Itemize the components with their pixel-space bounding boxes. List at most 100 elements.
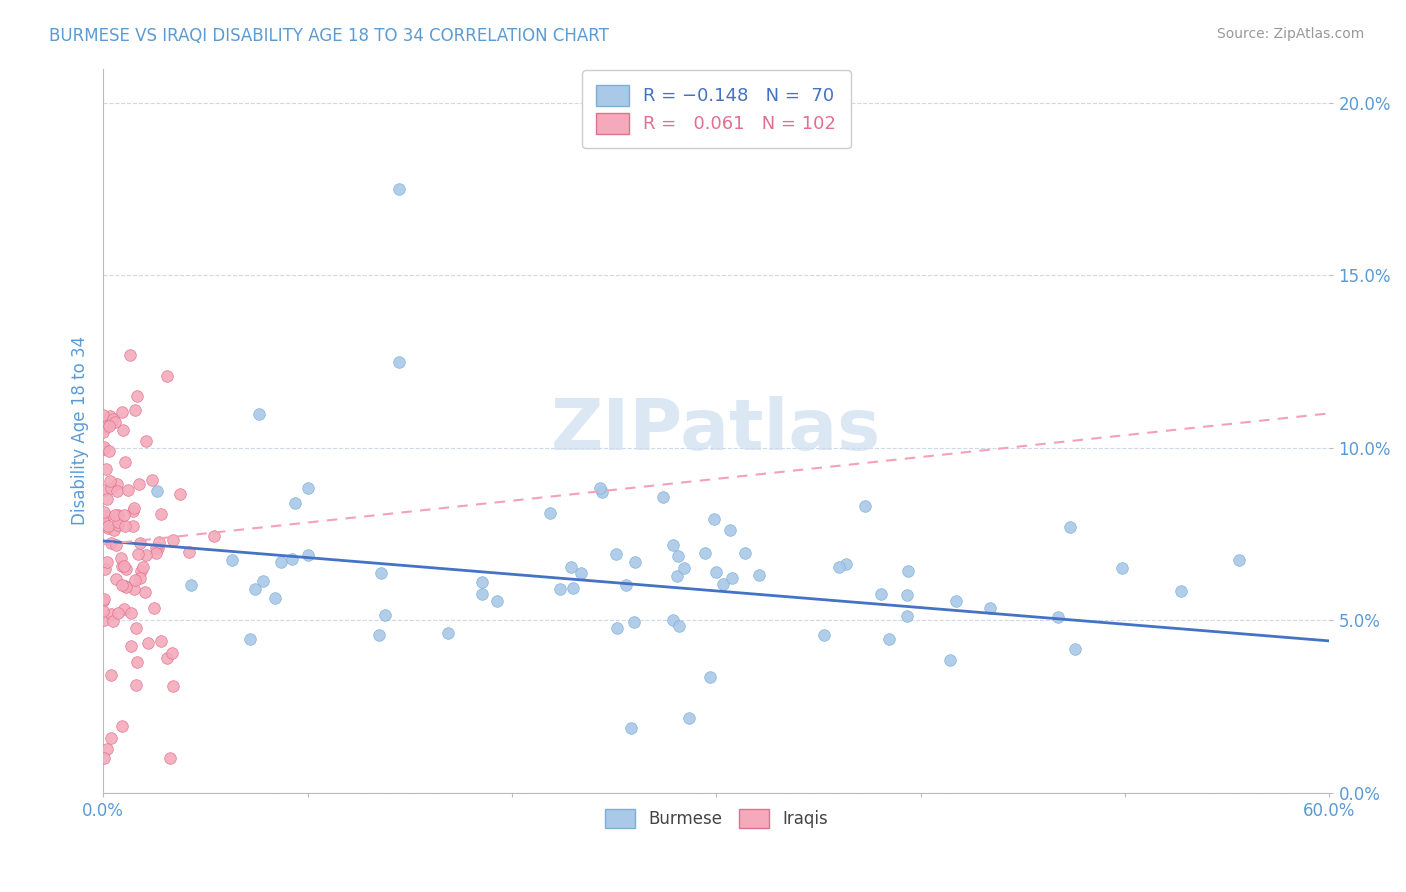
Point: [896, 609, 918, 624]
Point: [111, 719, 134, 733]
Point: [149, 507, 172, 521]
Point: [93, 440, 115, 454]
Point: [652, 490, 675, 504]
Point: [117, 483, 139, 498]
Point: [538, 506, 561, 520]
Point: [877, 632, 900, 647]
Point: [1046, 610, 1069, 624]
Point: [111, 423, 134, 437]
Point: [107, 518, 129, 533]
Point: [623, 615, 645, 630]
Point: [107, 508, 129, 523]
Point: [91, 604, 114, 618]
Point: [370, 566, 392, 581]
Point: [105, 572, 128, 586]
Point: [666, 549, 689, 563]
Point: [146, 484, 169, 499]
Point: [297, 481, 319, 495]
Point: [834, 557, 856, 571]
Point: [156, 651, 179, 665]
Point: [896, 589, 918, 603]
Point: [388, 182, 411, 196]
Point: [93, 751, 115, 765]
Point: [100, 731, 122, 745]
Point: [748, 568, 770, 582]
Point: [120, 606, 142, 620]
Point: [561, 581, 583, 595]
Point: [93, 514, 115, 528]
Point: [104, 415, 127, 429]
Point: [143, 601, 166, 615]
Point: [98, 409, 121, 423]
Point: [703, 512, 725, 526]
Point: [569, 566, 592, 580]
Point: [1170, 583, 1192, 598]
Point: [605, 547, 627, 561]
Point: [202, 529, 225, 543]
Point: [111, 559, 134, 574]
Point: [162, 533, 184, 548]
Point: [148, 541, 170, 555]
Point: [673, 560, 696, 574]
Point: [711, 576, 734, 591]
Point: [471, 587, 494, 601]
Point: [141, 473, 163, 487]
Point: [114, 562, 136, 576]
Point: [105, 538, 128, 552]
Point: [124, 403, 146, 417]
Point: [614, 577, 637, 591]
Point: [98, 419, 121, 434]
Point: [243, 582, 266, 597]
Point: [813, 628, 835, 642]
Point: [486, 594, 509, 608]
Point: [98, 444, 121, 458]
Text: BURMESE VS IRAQI DISABILITY AGE 18 TO 34 CORRELATION CHART: BURMESE VS IRAQI DISABILITY AGE 18 TO 34…: [49, 27, 609, 45]
Point: [148, 534, 170, 549]
Point: [591, 485, 613, 500]
Point: [129, 565, 152, 579]
Point: [945, 594, 967, 608]
Point: [122, 500, 145, 515]
Point: [1227, 553, 1250, 567]
Text: Source: ZipAtlas.com: Source: ZipAtlas.com: [1216, 27, 1364, 41]
Point: [145, 541, 167, 555]
Point: [107, 515, 129, 529]
Point: [1059, 520, 1081, 534]
Point: [128, 477, 150, 491]
Point: [100, 536, 122, 550]
Point: [135, 434, 157, 449]
Point: [897, 564, 920, 578]
Point: [96, 492, 118, 507]
Point: [114, 579, 136, 593]
Point: [550, 582, 572, 596]
Point: [93, 591, 115, 606]
Point: [471, 574, 494, 589]
Point: [114, 519, 136, 533]
Point: [101, 412, 124, 426]
Point: [619, 721, 641, 735]
Point: [122, 504, 145, 518]
Point: [125, 678, 148, 692]
Point: [97, 521, 120, 535]
Point: [264, 591, 287, 606]
Point: [145, 545, 167, 559]
Point: [112, 559, 135, 574]
Point: [105, 476, 128, 491]
Point: [388, 354, 411, 368]
Point: [979, 600, 1001, 615]
Point: [103, 524, 125, 538]
Point: [367, 628, 389, 642]
Point: [162, 646, 184, 660]
Y-axis label: Disability Age 18 to 34: Disability Age 18 to 34: [72, 336, 89, 525]
Point: [589, 481, 612, 495]
Point: [132, 560, 155, 574]
Point: [270, 555, 292, 569]
Point: [93, 505, 115, 519]
Point: [252, 574, 274, 588]
Point: [124, 574, 146, 588]
Point: [96, 742, 118, 756]
Point: [665, 569, 688, 583]
Point: [91, 512, 114, 526]
Point: [869, 587, 891, 601]
Text: ZIPatlas: ZIPatlas: [551, 396, 882, 465]
